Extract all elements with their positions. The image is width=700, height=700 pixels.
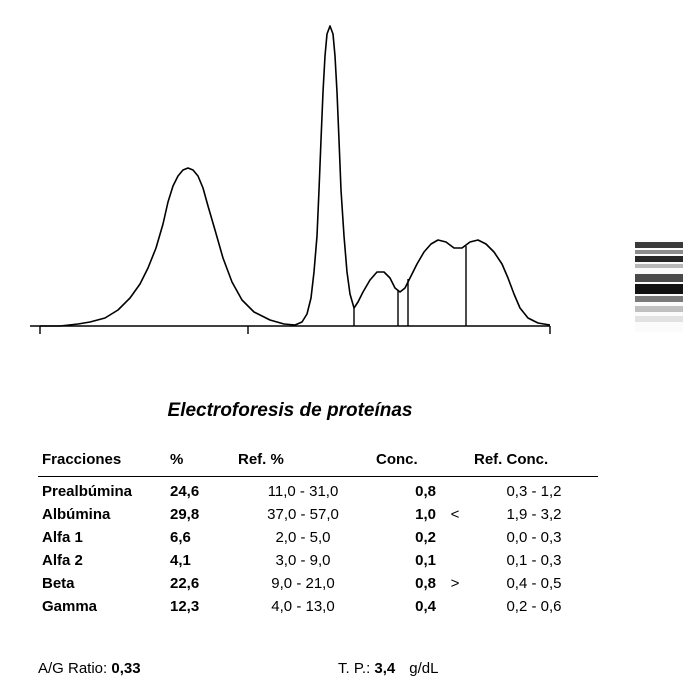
electropherogram-chart	[30, 20, 560, 350]
gel-svg	[635, 240, 683, 332]
fraction-ref-conc: 0,2 - 0,6	[470, 595, 598, 618]
col-pct-header: %	[166, 445, 234, 477]
col-conc-header: Conc.	[372, 445, 440, 477]
fraction-ref-pct: 37,0 - 57,0	[234, 503, 372, 526]
fraction-pct: 24,6	[166, 477, 234, 504]
fraction-ref-conc: 0,3 - 1,2	[470, 477, 598, 504]
col-refconc-header: Ref. Conc.	[470, 445, 598, 477]
fraction-conc: 0,2	[372, 526, 440, 549]
chart-svg	[30, 20, 560, 364]
fraction-name: Alfa 2	[38, 549, 166, 572]
fractions-table: Fracciones % Ref. % Conc. Ref. Conc. Pre…	[38, 445, 598, 618]
table-row: Gamma12,34,0 - 13,00,4 0,2 - 0,6	[38, 595, 598, 618]
fraction-name: Prealbúmina	[38, 477, 166, 504]
fraction-name: Albúmina	[38, 503, 166, 526]
fraction-pct: 12,3	[166, 595, 234, 618]
fraction-pct: 22,6	[166, 572, 234, 595]
footer-row: A/G Ratio: 0,33 T. P.: 3,4 g/dL	[38, 660, 598, 677]
col-fracciones-header: Fracciones	[38, 445, 166, 477]
tp-unit: g/dL	[409, 660, 438, 677]
fraction-name: Alfa 1	[38, 526, 166, 549]
fraction-conc: 1,0	[372, 503, 440, 526]
col-flag-header	[440, 445, 470, 477]
gel-strip	[635, 240, 683, 332]
fraction-flag	[440, 549, 470, 572]
fraction-name: Beta	[38, 572, 166, 595]
table-row: Beta22,69,0 - 21,00,8>0,4 - 0,5	[38, 572, 598, 595]
table-row: Alfa 24,13,0 - 9,00,1 0,1 - 0,3	[38, 549, 598, 572]
col-refpct-header: Ref. %	[234, 445, 372, 477]
fraction-pct: 4,1	[166, 549, 234, 572]
fraction-flag: >	[440, 572, 470, 595]
fraction-flag: <	[440, 503, 470, 526]
page-title: Electroforesis de proteínas	[0, 400, 580, 422]
table-row: Alfa 16,62,0 - 5,00,2 0,0 - 0,3	[38, 526, 598, 549]
table-header-row: Fracciones % Ref. % Conc. Ref. Conc.	[38, 445, 598, 477]
fraction-flag	[440, 595, 470, 618]
fraction-pct: 6,6	[166, 526, 234, 549]
fraction-pct: 29,8	[166, 503, 234, 526]
fraction-ref-pct: 4,0 - 13,0	[234, 595, 372, 618]
tp-label: T. P.:	[338, 660, 374, 677]
fraction-conc: 0,8	[372, 477, 440, 504]
ag-ratio-label: A/G Ratio:	[38, 660, 111, 677]
table-row: Albúmina29,837,0 - 57,01,0<1,9 - 3,2	[38, 503, 598, 526]
fraction-ref-conc: 1,9 - 3,2	[470, 503, 598, 526]
ag-ratio-value: 0,33	[111, 660, 140, 677]
fraction-flag	[440, 526, 470, 549]
fraction-ref-conc: 0,4 - 0,5	[470, 572, 598, 595]
fraction-ref-pct: 2,0 - 5,0	[234, 526, 372, 549]
fraction-ref-conc: 0,0 - 0,3	[470, 526, 598, 549]
fraction-ref-conc: 0,1 - 0,3	[470, 549, 598, 572]
fraction-ref-pct: 11,0 - 31,0	[234, 477, 372, 504]
fraction-conc: 0,4	[372, 595, 440, 618]
tp-value: 3,4	[374, 660, 395, 677]
fraction-flag	[440, 477, 470, 504]
fraction-name: Gamma	[38, 595, 166, 618]
fraction-ref-pct: 9,0 - 21,0	[234, 572, 372, 595]
table-row: Prealbúmina24,611,0 - 31,00,8 0,3 - 1,2	[38, 477, 598, 504]
fraction-conc: 0,1	[372, 549, 440, 572]
fraction-ref-pct: 3,0 - 9,0	[234, 549, 372, 572]
fraction-conc: 0,8	[372, 572, 440, 595]
